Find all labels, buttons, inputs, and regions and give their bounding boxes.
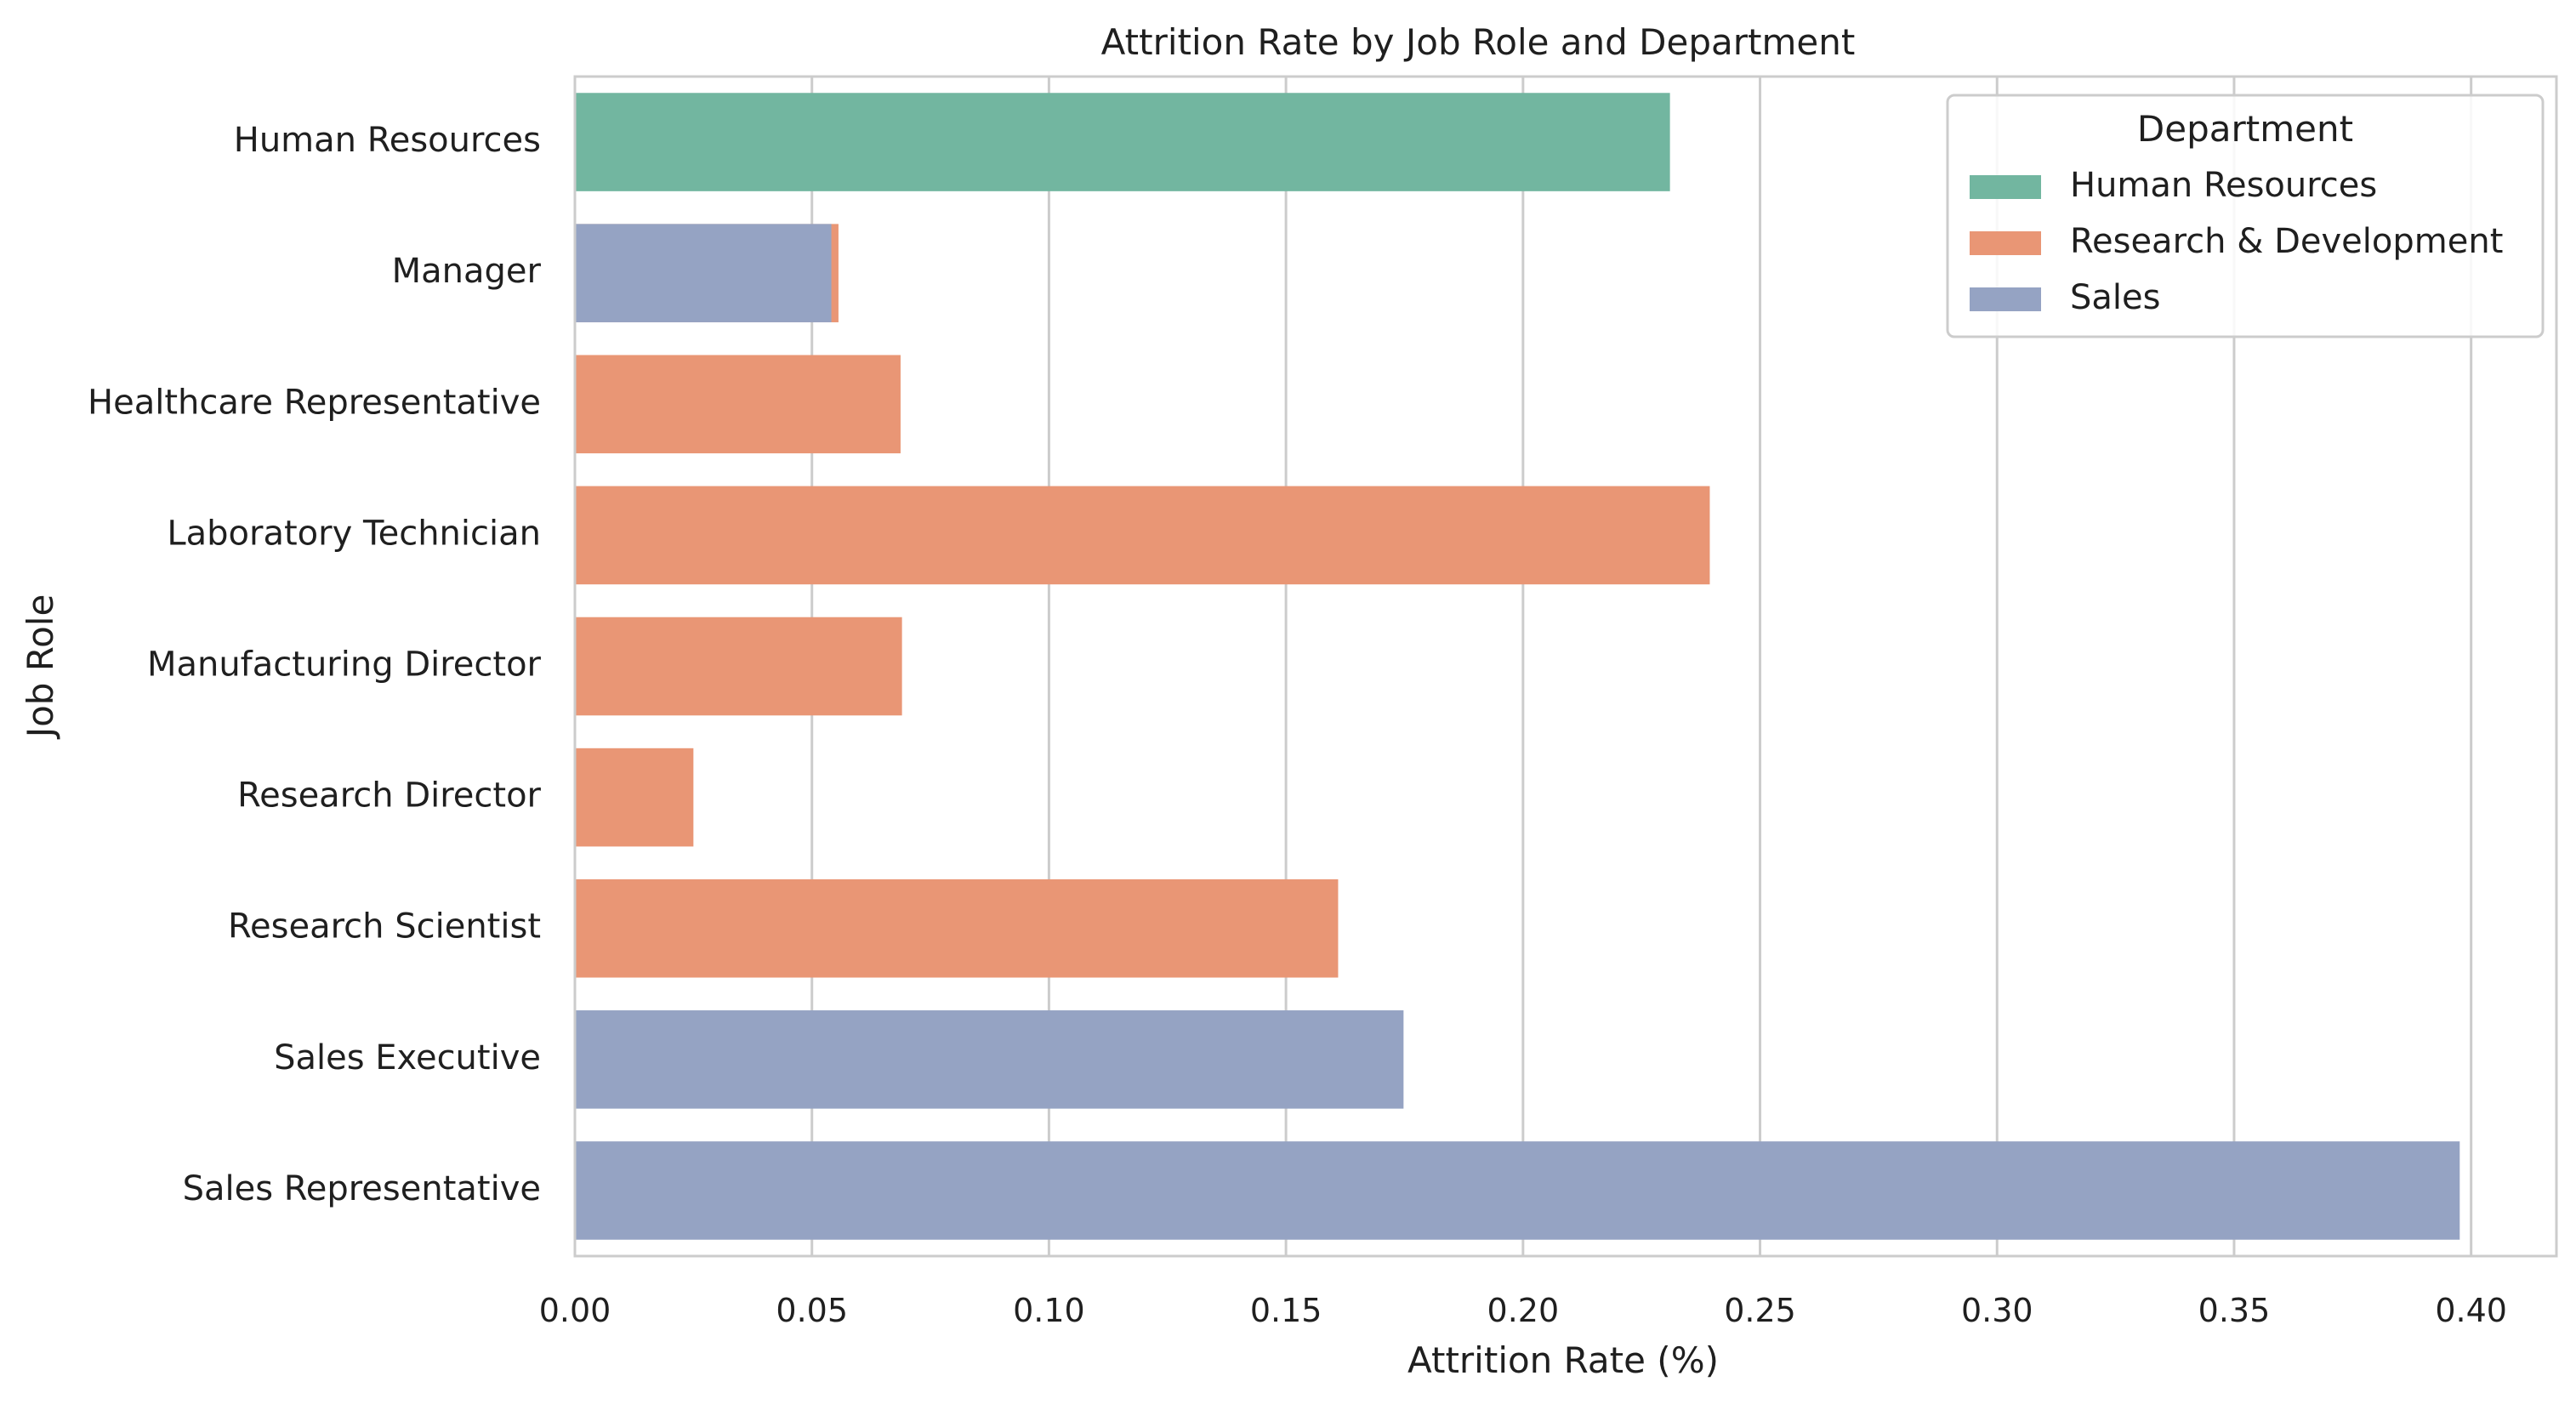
x-tick-label: 0.10 bbox=[1013, 1292, 1085, 1329]
x-tick-label: 0.00 bbox=[539, 1292, 611, 1329]
legend-items: Human Resources Research & Development Sal… bbox=[1970, 166, 2503, 317]
bar bbox=[575, 93, 1670, 191]
y-tick-label: Sales Representative bbox=[183, 1169, 541, 1208]
x-tick-labels: 0.00 0.05 0.10 0.15 0.20 0.25 0.30 0.35 0.40 bbox=[539, 1292, 2507, 1329]
y-tick-label: Human Resources bbox=[234, 121, 541, 160]
bar bbox=[575, 355, 901, 454]
bar bbox=[575, 1010, 1404, 1109]
bar bbox=[575, 1141, 2460, 1240]
x-axis-label: Attrition Rate (%) bbox=[1407, 1339, 1719, 1381]
y-tick-label: Manufacturing Director bbox=[147, 645, 542, 685]
y-tick-labels: Human Resources Manager Healthcare Represe… bbox=[88, 121, 542, 1208]
y-tick-label: Sales Executive bbox=[274, 1038, 541, 1077]
x-tick-label: 0.25 bbox=[1724, 1292, 1796, 1329]
y-tick-label: Healthcare Representative bbox=[88, 383, 541, 422]
y-tick-label: Research Director bbox=[237, 776, 541, 816]
y-tick-label: Laboratory Technician bbox=[167, 514, 541, 553]
legend-frame bbox=[1946, 94, 2545, 338]
x-tick-label: 0.30 bbox=[1961, 1292, 2033, 1329]
legend-entry-label: Research & Development bbox=[2070, 222, 2503, 261]
y-tick-label: Research Scientist bbox=[228, 907, 541, 947]
x-tick-label: 0.15 bbox=[1250, 1292, 1322, 1329]
bar bbox=[575, 617, 902, 716]
legend-swatch bbox=[1970, 231, 2041, 255]
y-tick-label: Manager bbox=[392, 252, 542, 291]
y-axis-label: Job Role bbox=[20, 594, 61, 741]
chart-title: Attrition Rate by Job Role and Departmen… bbox=[1101, 21, 1856, 63]
bar bbox=[575, 224, 832, 322]
x-tick-label: 0.20 bbox=[1487, 1292, 1560, 1329]
x-tick-label: 0.40 bbox=[2435, 1292, 2507, 1329]
legend-entry-label: Sales bbox=[2070, 278, 2160, 317]
x-tick-label: 0.05 bbox=[776, 1292, 848, 1329]
x-tick-label: 0.35 bbox=[2198, 1292, 2271, 1329]
legend-swatch bbox=[1970, 287, 2041, 311]
legend: Department Human Resources Research & Dev… bbox=[1946, 94, 2545, 338]
legend-swatch bbox=[1970, 175, 2041, 199]
legend-entry-label: Human Resources bbox=[2070, 166, 2377, 205]
bar bbox=[575, 486, 1710, 585]
bar bbox=[575, 748, 694, 847]
bar bbox=[575, 878, 1339, 978]
bars bbox=[575, 93, 2460, 1240]
legend-title: Department bbox=[2137, 108, 2353, 150]
plot-frame bbox=[573, 75, 2558, 1258]
